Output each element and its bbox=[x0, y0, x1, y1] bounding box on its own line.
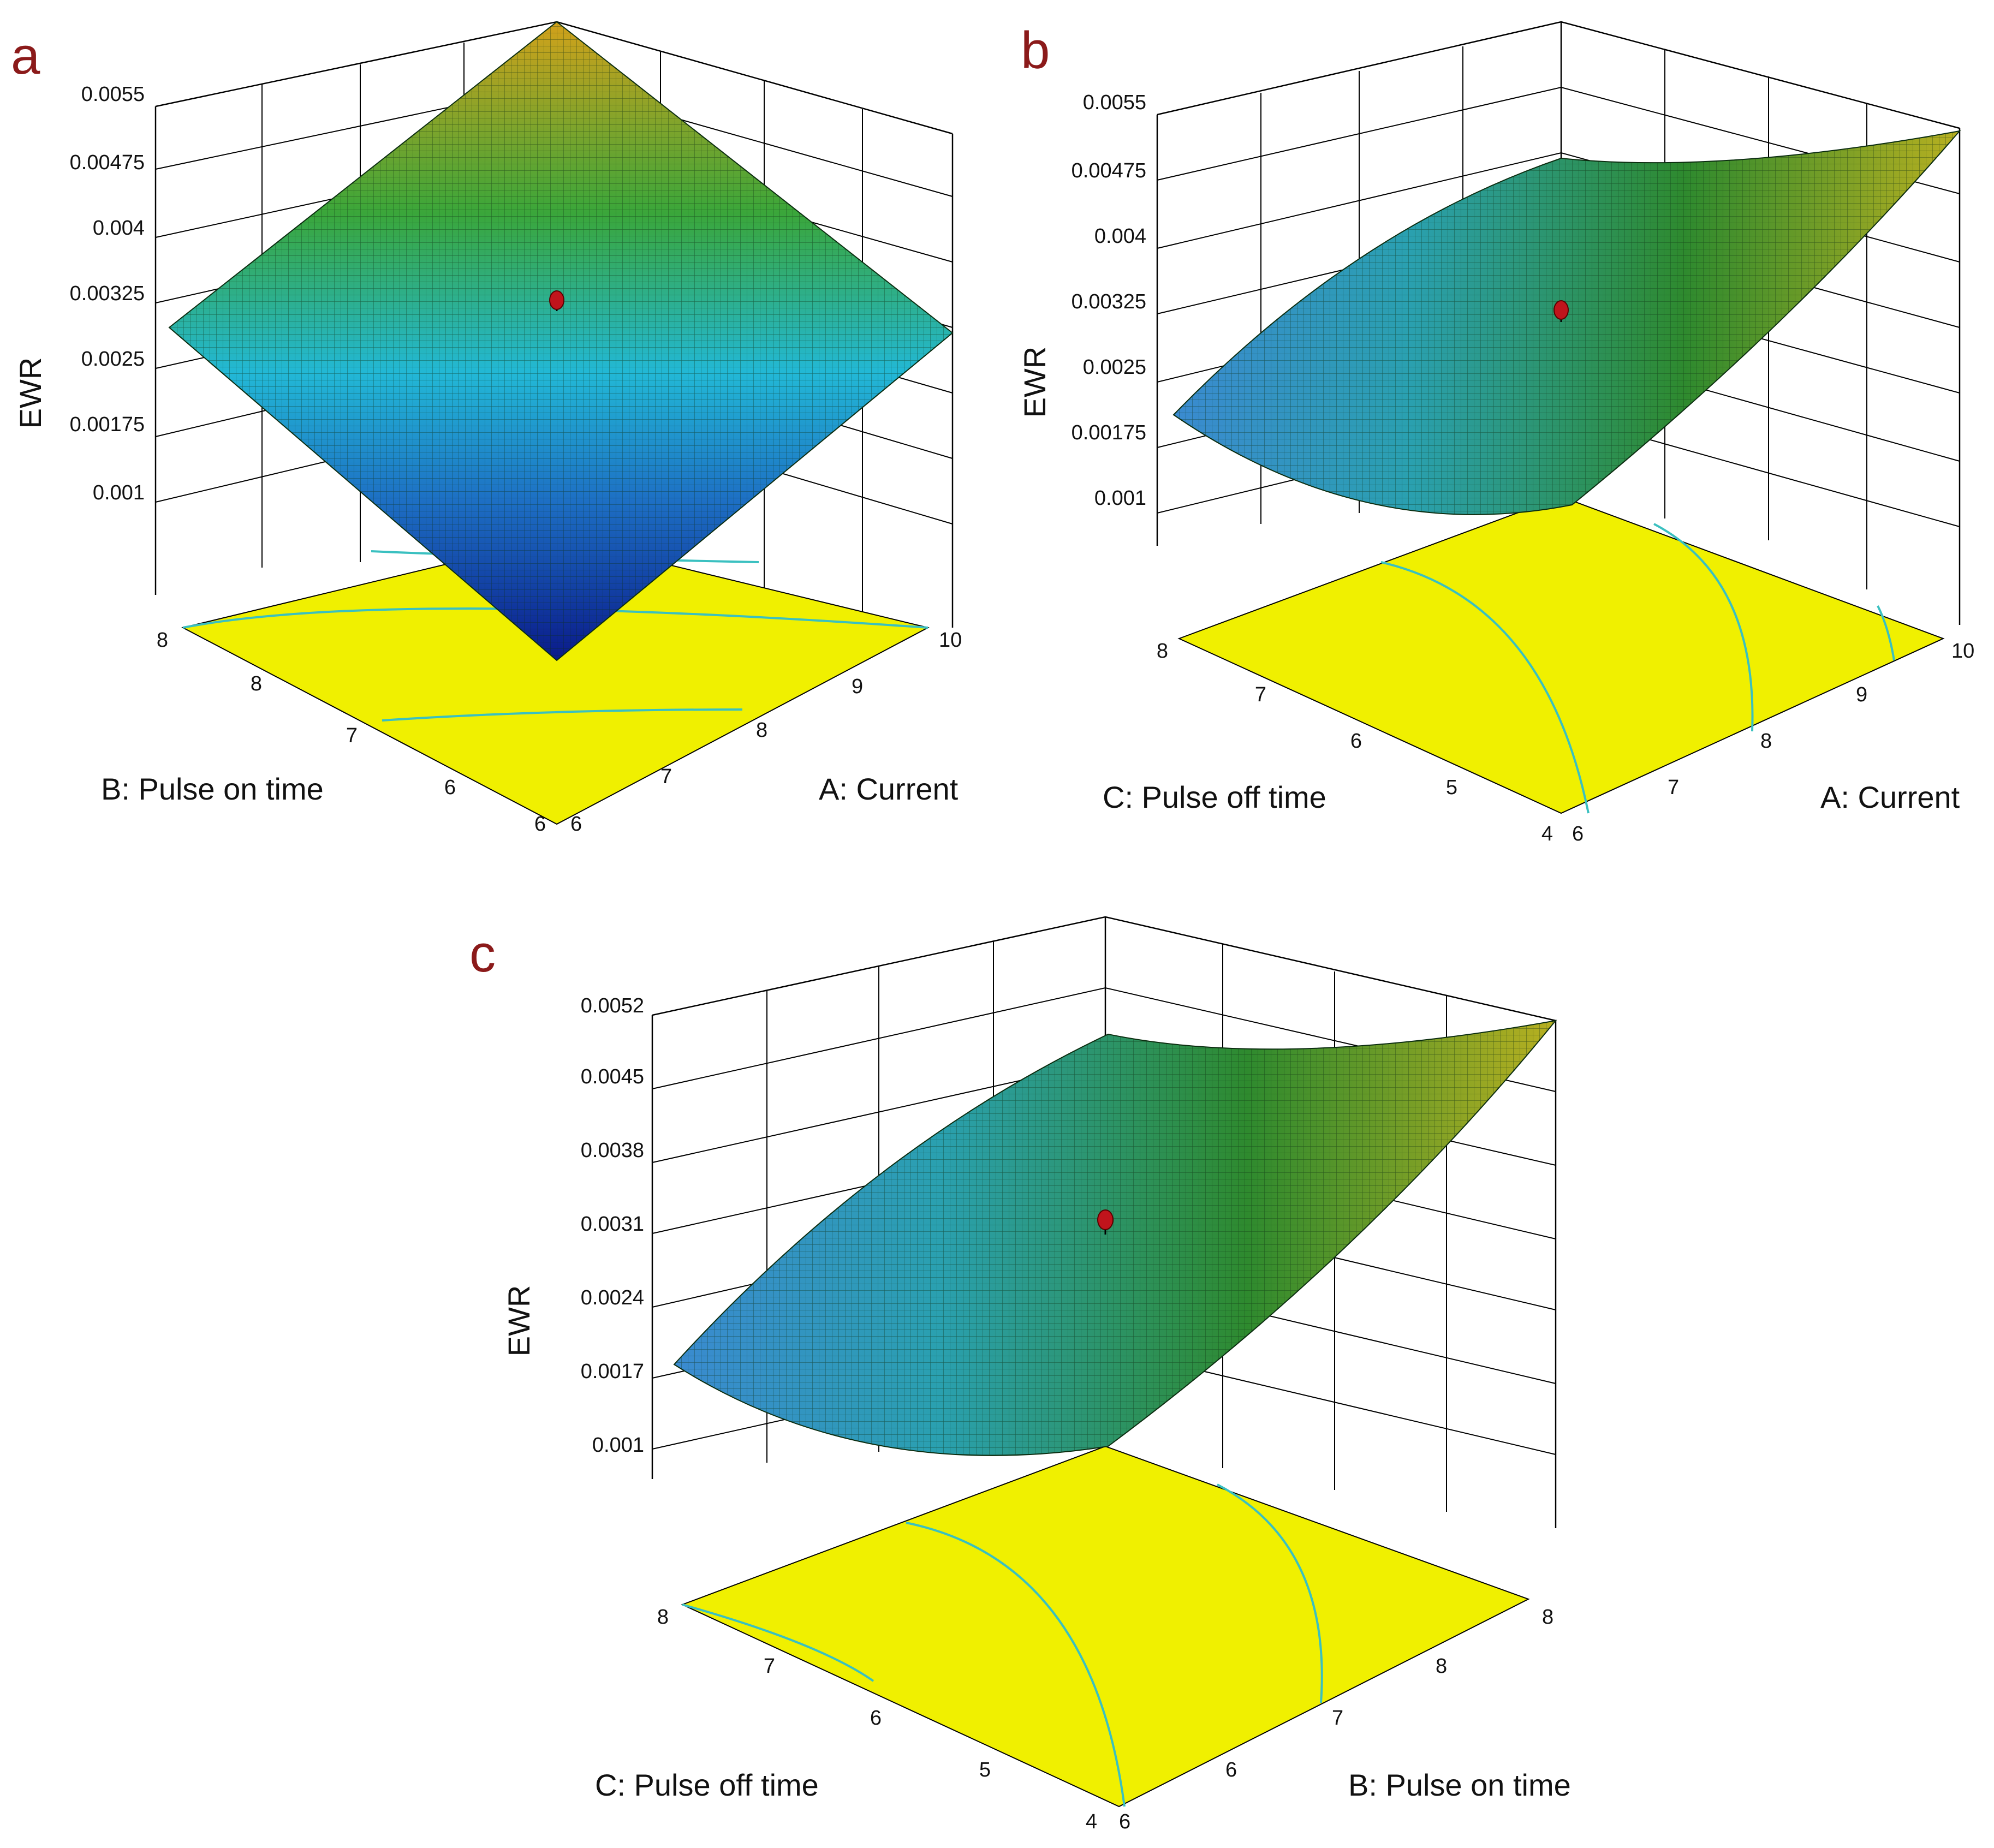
tick-label: 6 bbox=[534, 813, 546, 836]
panel-b-y-label: C: Pulse off time bbox=[1103, 780, 1326, 814]
panel-b-floor bbox=[1177, 496, 1945, 814]
panel-a-z-label: EWR bbox=[13, 357, 47, 429]
panel-a-z-ticks: 0.0055 0.00475 0.004 0.00325 0.0025 0.00… bbox=[70, 83, 145, 504]
tick-label: 7 bbox=[1332, 1707, 1343, 1730]
z-tick: 0.00475 bbox=[70, 151, 145, 174]
tick-label: 6 bbox=[570, 813, 582, 836]
panel-b-y-ticks: 8 7 6 5 4 bbox=[1157, 640, 1553, 845]
tick-label: 8 bbox=[1157, 640, 1168, 663]
panel-b-x-ticks: 6 7 8 9 10 bbox=[1572, 640, 1974, 845]
tick-label: 0.00175 bbox=[1072, 421, 1146, 444]
tick-label: 0.0055 bbox=[1083, 91, 1146, 114]
tick-label: 8 bbox=[1760, 730, 1772, 753]
tick-label: 0.001 bbox=[1094, 487, 1146, 510]
panel-b-design-point bbox=[1553, 300, 1569, 322]
tick-label: 4 bbox=[1541, 822, 1553, 845]
tick-label: 8 bbox=[251, 672, 262, 695]
z-tick: 0.00325 bbox=[70, 282, 145, 305]
tick-label: 7 bbox=[660, 765, 672, 788]
panel-b: b 0.0055 0.00475 0.004 0.00325 0.0025 0.… bbox=[1017, 21, 1974, 845]
tick-label: 0.00475 bbox=[1072, 159, 1146, 182]
tick-label: 0.004 bbox=[1094, 225, 1146, 248]
tick-label: 7 bbox=[764, 1655, 775, 1678]
tick-label: 0.0052 bbox=[581, 994, 644, 1017]
tick-label: 4 bbox=[1086, 1810, 1097, 1833]
panel-a: a 0.0055 0.00475 0.004 0.00325 bbox=[11, 21, 962, 836]
panel-c: c 0.0052 0.0045 0.0038 0.0031 0.0024 0.0… bbox=[469, 916, 1571, 1833]
tick-label: 0.0031 bbox=[581, 1213, 644, 1236]
tick-label: 9 bbox=[1856, 683, 1867, 706]
tick-label: 0.0045 bbox=[581, 1065, 644, 1088]
z-tick: 0.0055 bbox=[81, 83, 145, 106]
tick-label: 7 bbox=[346, 724, 358, 747]
panel-a-y-ticks: 8 8 7 6 6 bbox=[157, 629, 546, 836]
z-tick: 0.001 bbox=[93, 481, 145, 504]
tick-label: 0.00325 bbox=[1072, 290, 1146, 313]
tick-label: 0.0017 bbox=[581, 1360, 644, 1383]
tick-label: 8 bbox=[1542, 1606, 1553, 1629]
tick-label: 8 bbox=[657, 1606, 669, 1629]
panel-a-design-point bbox=[549, 290, 564, 311]
z-tick: 0.0025 bbox=[81, 348, 145, 371]
panel-a-y-label: B: Pulse on time bbox=[101, 772, 324, 806]
panel-a-x-ticks: 6 7 8 9 10 bbox=[570, 629, 962, 836]
panel-c-x-label: B: Pulse on time bbox=[1348, 1768, 1571, 1802]
tick-label: 6 bbox=[1350, 730, 1362, 753]
tick-label: 0.0024 bbox=[581, 1286, 644, 1309]
panel-c-z-label: EWR bbox=[502, 1285, 536, 1357]
panel-b-z-label: EWR bbox=[1017, 347, 1052, 418]
tick-label: 5 bbox=[1446, 776, 1457, 799]
tick-label: 8 bbox=[157, 629, 168, 652]
tick-label: 7 bbox=[1668, 776, 1679, 799]
tick-label: 0.001 bbox=[592, 1434, 644, 1457]
panel-c-y-ticks: 8 7 6 5 4 bbox=[657, 1606, 1097, 1833]
tick-label: 10 bbox=[939, 629, 962, 652]
panel-c-y-label: C: Pulse off time bbox=[595, 1768, 819, 1802]
panel-letter-c: c bbox=[469, 925, 496, 983]
tick-label: 6 bbox=[1119, 1810, 1130, 1833]
panel-c-z-ticks: 0.0052 0.0045 0.0038 0.0031 0.0024 0.001… bbox=[581, 994, 644, 1457]
tick-label: 8 bbox=[756, 719, 767, 742]
panel-b-x-label: A: Current bbox=[1820, 780, 1960, 814]
tick-label: 5 bbox=[979, 1758, 991, 1781]
panel-b-z-ticks: 0.0055 0.00475 0.004 0.00325 0.0025 0.00… bbox=[1072, 91, 1146, 510]
panel-letter-a: a bbox=[11, 27, 40, 85]
tick-label: 10 bbox=[1951, 640, 1974, 663]
panel-a-x-label: A: Current bbox=[819, 772, 959, 806]
tick-label: 8 bbox=[1436, 1655, 1447, 1678]
tick-label: 6 bbox=[444, 776, 456, 799]
panel-c-floor bbox=[681, 1445, 1530, 1808]
tick-label: 6 bbox=[870, 1707, 882, 1730]
panel-letter-b: b bbox=[1021, 21, 1050, 80]
tick-label: 6 bbox=[1225, 1758, 1237, 1781]
tick-label: 9 bbox=[852, 675, 863, 698]
panel-c-design-point bbox=[1097, 1209, 1114, 1235]
panel-c-x-ticks: 6 6 7 8 8 bbox=[1119, 1606, 1553, 1833]
tick-label: 0.0025 bbox=[1083, 356, 1146, 379]
z-tick: 0.00175 bbox=[70, 413, 145, 436]
z-tick: 0.004 bbox=[93, 217, 145, 240]
tick-label: 6 bbox=[1572, 822, 1584, 845]
tick-label: 7 bbox=[1255, 683, 1266, 706]
tick-label: 0.0038 bbox=[581, 1139, 644, 1162]
